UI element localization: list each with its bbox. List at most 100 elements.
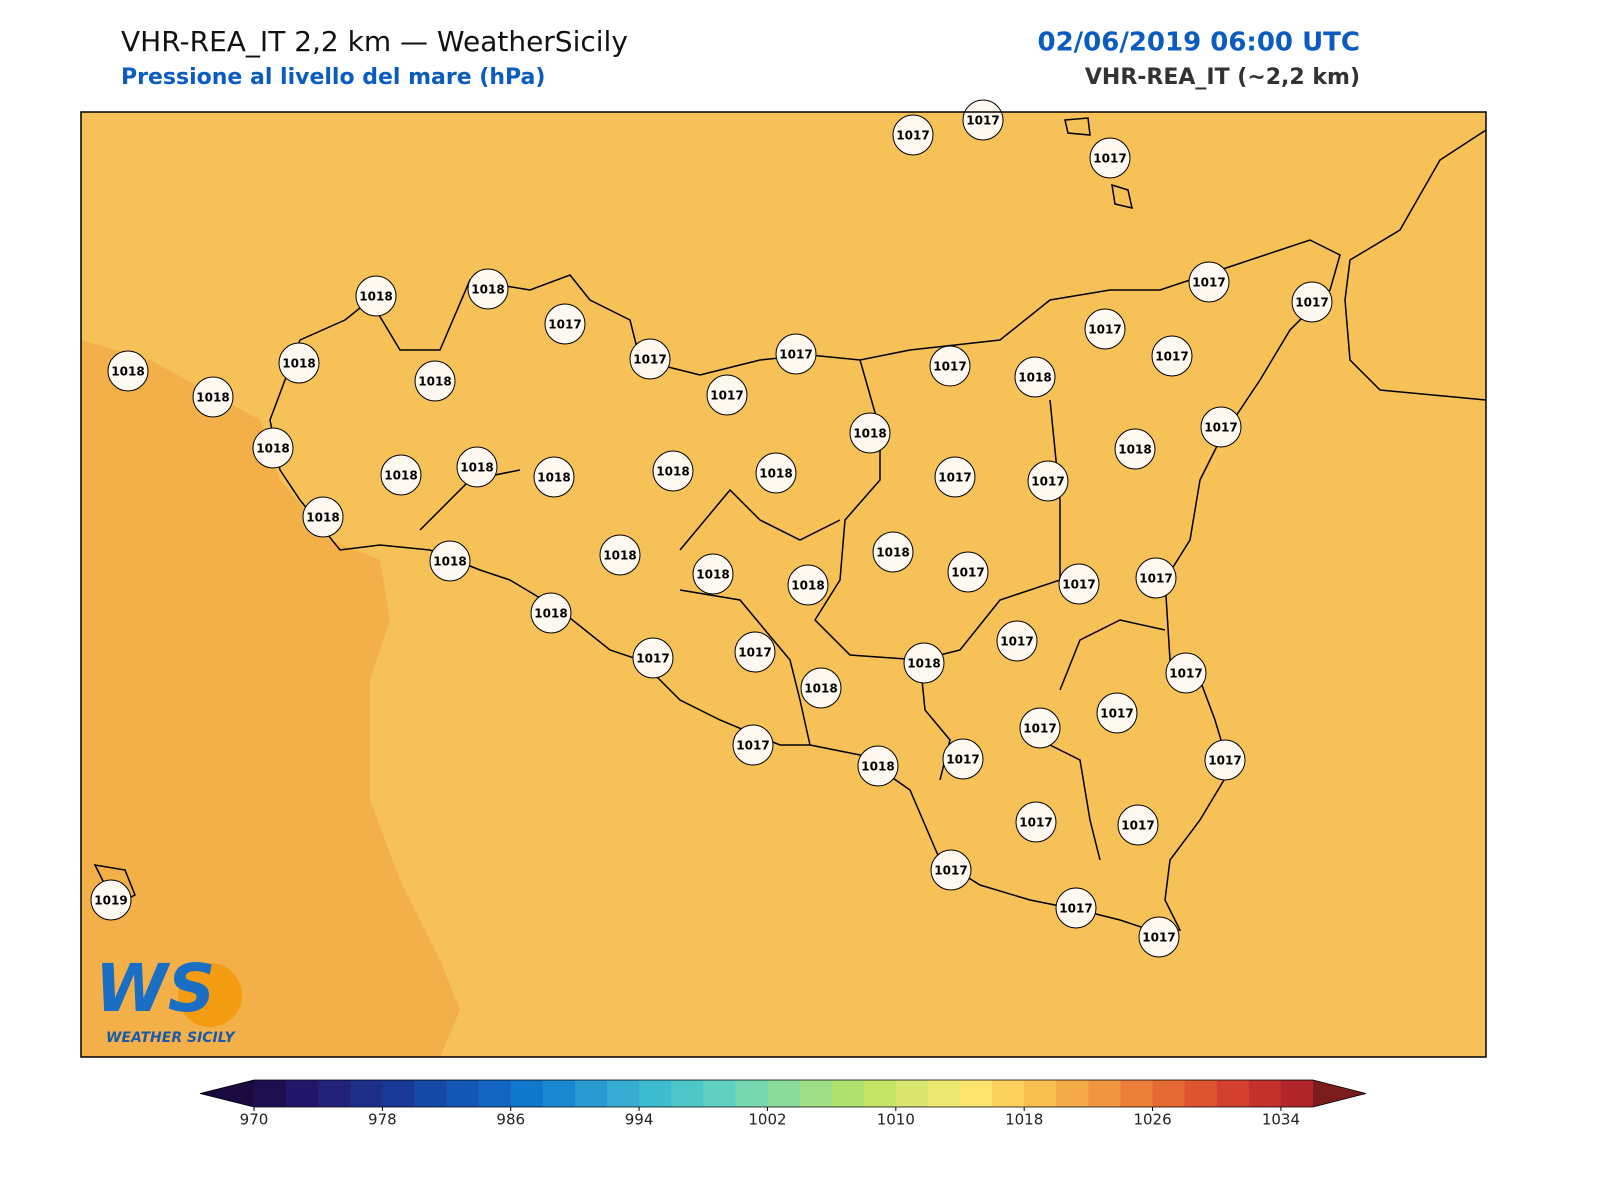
station-value: 1018 bbox=[534, 607, 567, 621]
station-value: 1018 bbox=[111, 365, 144, 379]
station: 1017 bbox=[892, 114, 934, 156]
station: 1017 bbox=[629, 338, 671, 380]
station: 1018 bbox=[599, 534, 641, 576]
station-marker bbox=[429, 540, 471, 582]
station-marker bbox=[252, 427, 294, 469]
station-marker bbox=[278, 342, 320, 384]
station: 1017 bbox=[544, 303, 586, 345]
station: 1017 bbox=[1015, 801, 1057, 843]
colorbar-segment bbox=[542, 1080, 576, 1107]
station: 1017 bbox=[732, 724, 774, 766]
colorbar-tick-label: 1026 bbox=[1133, 1111, 1171, 1129]
station: 1018 bbox=[652, 450, 694, 492]
station-marker bbox=[1204, 739, 1246, 781]
station: 1017 bbox=[962, 99, 1004, 141]
colorbar-segment bbox=[1248, 1080, 1282, 1107]
station-marker bbox=[872, 531, 914, 573]
station-value: 1017 bbox=[736, 739, 769, 753]
station-value: 1017 bbox=[934, 864, 967, 878]
station-marker bbox=[903, 642, 945, 684]
colorbar: 970 978 986 994 1002 1010 1018 1026 1034 bbox=[199, 1079, 1367, 1129]
station-marker bbox=[996, 620, 1038, 662]
station-value: 1017 bbox=[966, 114, 999, 128]
colorbar-segment bbox=[992, 1080, 1025, 1107]
colorbar-segment bbox=[574, 1080, 608, 1107]
station: 1018 bbox=[1014, 356, 1056, 398]
station-value: 1017 bbox=[1139, 572, 1172, 586]
station-value: 1017 bbox=[633, 353, 666, 367]
station: 1017 bbox=[734, 631, 776, 673]
station-marker bbox=[530, 592, 572, 634]
station-marker bbox=[1151, 335, 1193, 377]
station-value: 1017 bbox=[779, 348, 812, 362]
station-value: 1017 bbox=[1208, 754, 1241, 768]
colorbar-tick-label: 970 bbox=[240, 1111, 269, 1129]
colorbar-segment bbox=[1120, 1080, 1154, 1107]
station-marker bbox=[1019, 707, 1061, 749]
station: 1017 bbox=[1138, 916, 1180, 958]
station-marker bbox=[930, 849, 972, 891]
station-marker bbox=[1138, 916, 1180, 958]
station: 1018 bbox=[755, 452, 797, 494]
station-marker bbox=[1200, 406, 1242, 448]
station-marker bbox=[1014, 356, 1056, 398]
colorbar-segment bbox=[510, 1080, 544, 1107]
station-value: 1017 bbox=[1121, 819, 1154, 833]
datetime: 02/06/2019 06:00 UTC bbox=[1037, 28, 1360, 58]
colorbar-segment bbox=[414, 1080, 448, 1107]
station-value: 1018 bbox=[256, 442, 289, 456]
station-marker bbox=[1096, 692, 1138, 734]
station-value: 1017 bbox=[951, 566, 984, 580]
colorbar-segment bbox=[254, 1080, 287, 1107]
station-value: 1018 bbox=[759, 467, 792, 481]
station-marker bbox=[380, 454, 422, 496]
station-marker bbox=[1084, 308, 1126, 350]
station-marker bbox=[732, 724, 774, 766]
station-marker bbox=[706, 374, 748, 416]
station-value: 1018 bbox=[853, 427, 886, 441]
model: VHR-REA_IT (~2,2 km) bbox=[1085, 65, 1360, 90]
map-frame bbox=[80, 111, 1487, 1058]
station-value: 1017 bbox=[1192, 276, 1225, 290]
station-marker bbox=[755, 452, 797, 494]
station-marker bbox=[599, 534, 641, 576]
station: 1018 bbox=[857, 745, 899, 787]
station-marker bbox=[1117, 804, 1159, 846]
station-value: 1018 bbox=[1018, 371, 1051, 385]
colorbar-segment bbox=[960, 1080, 993, 1107]
station-value: 1018 bbox=[861, 760, 894, 774]
station-marker bbox=[787, 564, 829, 606]
station: 1018 bbox=[787, 564, 829, 606]
colorbar-tick-label: 1002 bbox=[748, 1111, 786, 1129]
colorbar-segment bbox=[1184, 1080, 1218, 1107]
station-value: 1018 bbox=[359, 290, 392, 304]
station-value: 1018 bbox=[282, 357, 315, 371]
colorbar-over bbox=[1313, 1080, 1366, 1107]
station: 1018 bbox=[429, 540, 471, 582]
station: 1017 bbox=[1204, 739, 1246, 781]
station-marker bbox=[962, 99, 1004, 141]
station-value: 1017 bbox=[933, 360, 966, 374]
colorbar-tick-label: 978 bbox=[368, 1111, 397, 1129]
station-value: 1017 bbox=[1155, 350, 1188, 364]
station: 1017 bbox=[934, 456, 976, 498]
station-value: 1018 bbox=[460, 461, 493, 475]
station: 1017 bbox=[1096, 692, 1138, 734]
station-value: 1018 bbox=[306, 511, 339, 525]
colorbar-tick-label: 986 bbox=[496, 1111, 525, 1129]
colorbar-tick-label: 1018 bbox=[1005, 1111, 1043, 1129]
station: 1017 bbox=[942, 738, 984, 780]
colorbar-segment bbox=[1152, 1080, 1186, 1107]
colorbar-tick-label: 1034 bbox=[1262, 1111, 1300, 1129]
station-marker bbox=[302, 496, 344, 538]
station-value: 1017 bbox=[1088, 323, 1121, 337]
station-value: 1017 bbox=[1100, 707, 1133, 721]
station-value: 1018 bbox=[384, 469, 417, 483]
colorbar-segment bbox=[863, 1080, 897, 1107]
station-value: 1017 bbox=[1142, 931, 1175, 945]
station-value: 1017 bbox=[636, 652, 669, 666]
map: 1017 1017 1017 1018 1018 1017 1017 1017 1017 1017… bbox=[80, 99, 1487, 1058]
station: 1018 bbox=[533, 456, 575, 498]
station-marker bbox=[800, 667, 842, 709]
